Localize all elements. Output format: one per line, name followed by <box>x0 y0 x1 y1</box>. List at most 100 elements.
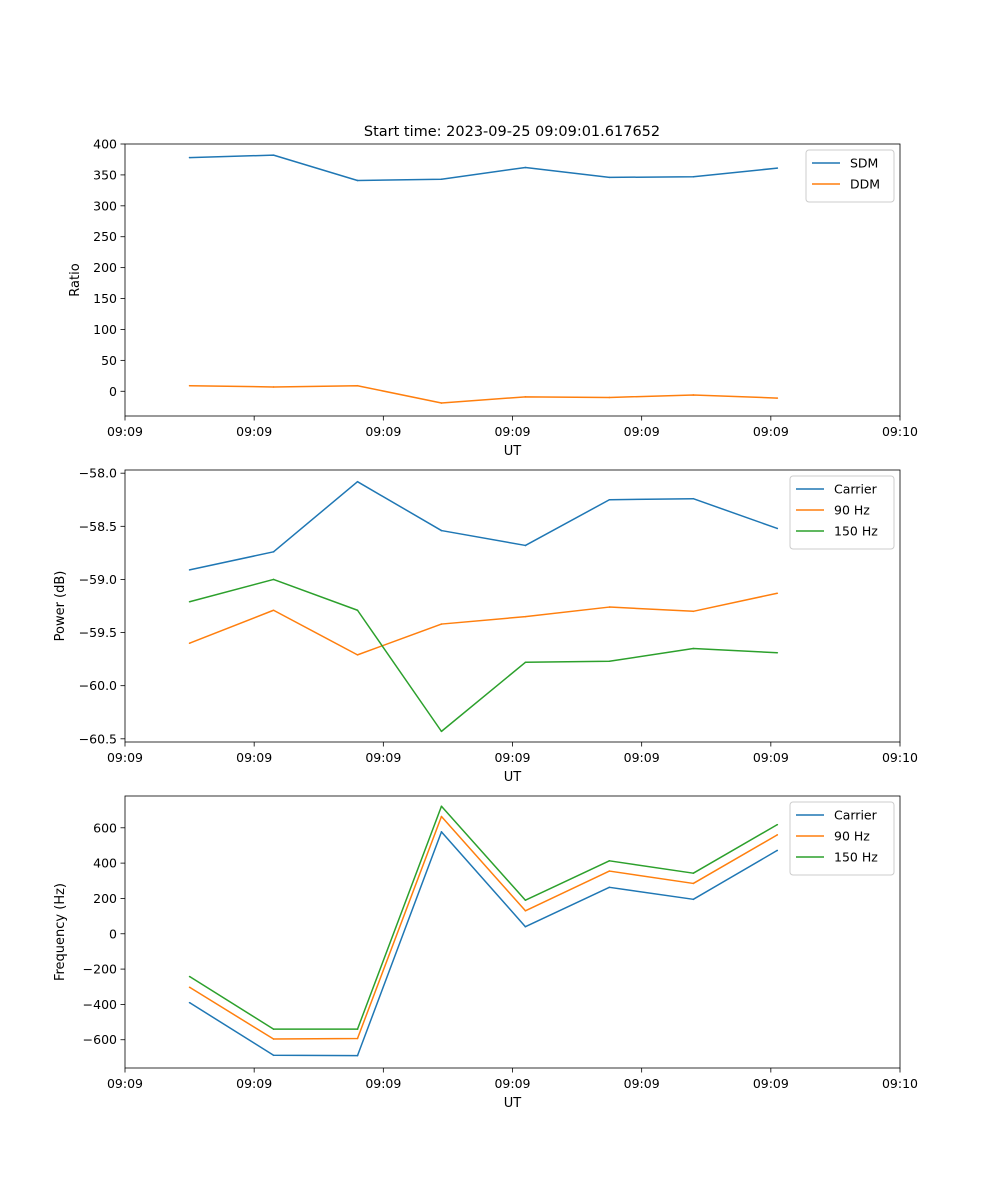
y-tick-label: −400 <box>83 997 117 1012</box>
data-point-90-hz <box>272 1038 275 1040</box>
y-axis-label: Power (dB) <box>53 571 68 642</box>
series-line-carrier <box>189 831 778 1057</box>
data-point-150-hz <box>524 661 527 664</box>
y-tick-label: 200 <box>93 260 117 275</box>
data-point-carrier <box>272 551 275 553</box>
data-point-sdm <box>440 178 443 181</box>
y-tick-label: 100 <box>93 322 117 337</box>
y-tick-label: 400 <box>93 137 117 152</box>
data-point-carrier <box>356 480 359 483</box>
x-tick-label: 09:09 <box>753 1076 789 1091</box>
x-tick-label: 09:09 <box>236 1076 272 1091</box>
data-point-150-hz <box>272 1028 275 1030</box>
data-point-90-hz <box>356 654 359 656</box>
figure-title: Start time: 2023-09-25 09:09:01.617652 <box>364 124 660 140</box>
y-tick-label: 150 <box>93 291 117 306</box>
legend-label: SDM <box>850 156 878 171</box>
data-point-90-hz <box>608 606 611 608</box>
chart-panel-2: 09:09 09:09 09:09 09:09 09:09 09:09 09:10 −60.5… <box>53 466 918 785</box>
x-tick-label: 09:09 <box>365 424 401 439</box>
data-point-sdm <box>272 154 275 156</box>
x-tick-label: 09:09 <box>365 750 401 765</box>
data-point-carrier <box>776 849 779 852</box>
data-point-90-hz <box>188 642 191 644</box>
data-point-150-hz <box>188 975 191 978</box>
legend-label: DDM <box>850 177 880 192</box>
y-tick-label: 350 <box>93 167 117 182</box>
data-point-150-hz <box>692 647 695 650</box>
x-tick-label: 09:09 <box>236 750 272 765</box>
data-point-150-hz <box>440 730 443 733</box>
legend-label: 150 Hz <box>834 524 878 539</box>
data-point-150-hz <box>608 660 611 663</box>
data-point-ddm <box>608 396 611 399</box>
data-point-sdm <box>356 179 359 182</box>
data-point-carrier <box>692 497 695 500</box>
x-tick-label: 09:09 <box>494 750 530 765</box>
x-tick-label: 09:09 <box>494 1076 530 1091</box>
x-tick-label: 09:09 <box>624 750 660 765</box>
data-point-ddm <box>272 386 275 388</box>
data-point-90-hz <box>272 609 275 612</box>
y-tick-label: 0 <box>109 384 117 399</box>
data-point-carrier <box>440 529 443 532</box>
legend-label: 90 Hz <box>834 503 870 518</box>
data-point-carrier <box>608 886 611 889</box>
series-line-carrier <box>189 480 778 571</box>
series-line-sdm <box>189 154 778 182</box>
data-point-150-hz <box>188 600 191 603</box>
data-point-90-hz <box>440 623 443 625</box>
y-tick-label: −200 <box>83 962 117 977</box>
legend-label: 90 Hz <box>834 829 870 844</box>
y-axis-label: Frequency (Hz) <box>53 883 68 981</box>
x-tick-label: 09:09 <box>753 424 789 439</box>
data-point-ddm <box>692 394 695 396</box>
data-point-150-hz <box>776 823 779 826</box>
data-point-150-hz <box>776 651 779 654</box>
data-point-90-hz <box>692 882 695 885</box>
legend: Carrier 90 Hz 150 Hz <box>789 475 895 550</box>
data-point-carrier <box>692 898 695 901</box>
data-point-90-hz <box>608 870 611 872</box>
y-tick-label: 600 <box>93 820 117 835</box>
y-tick-label: −58.5 <box>79 519 117 534</box>
y-tick-label: −600 <box>83 1032 117 1047</box>
legend-label: Carrier <box>834 482 878 497</box>
x-tick-label: 09:10 <box>882 1076 918 1091</box>
data-point-90-hz <box>188 986 191 989</box>
x-tick-label: 09:09 <box>753 750 789 765</box>
legend-label: Carrier <box>834 808 878 823</box>
data-point-carrier <box>356 1054 359 1057</box>
data-point-150-hz <box>356 609 359 612</box>
data-point-sdm <box>524 166 527 169</box>
data-point-150-hz <box>356 1028 359 1030</box>
data-point-150-hz <box>608 860 611 862</box>
data-point-carrier <box>440 831 443 833</box>
series-line-90-hz <box>189 592 778 656</box>
data-point-carrier <box>188 569 191 571</box>
data-point-ddm <box>356 384 359 387</box>
x-axis-label: UT <box>504 444 522 459</box>
series-line-150-hz <box>189 578 778 733</box>
data-point-150-hz <box>524 899 527 902</box>
data-point-90-hz <box>356 1037 359 1040</box>
data-point-ddm <box>776 397 779 399</box>
legend: Carrier 90 Hz 150 Hz <box>789 801 895 876</box>
x-tick-label: 09:09 <box>107 424 143 439</box>
data-point-sdm <box>608 176 611 179</box>
x-axis-label: UT <box>504 770 522 785</box>
y-tick-label: 0 <box>109 926 117 941</box>
data-point-90-hz <box>692 610 695 613</box>
y-tick-label: −60.5 <box>79 731 117 746</box>
x-tick-label: 09:09 <box>107 1076 143 1091</box>
y-tick-label: 250 <box>93 229 117 244</box>
panels: 09:09 09:09 09:09 09:09 09:09 09:09 09:10 0 50 10… <box>53 137 918 1112</box>
data-point-carrier <box>776 527 779 530</box>
y-axis-label: Ratio <box>68 263 83 296</box>
x-tick-label: 09:09 <box>624 1076 660 1091</box>
data-point-150-hz <box>272 578 275 581</box>
x-tick-label: 09:10 <box>882 750 918 765</box>
data-point-90-hz <box>776 834 779 836</box>
data-point-ddm <box>188 384 191 387</box>
data-point-90-hz <box>440 815 443 818</box>
